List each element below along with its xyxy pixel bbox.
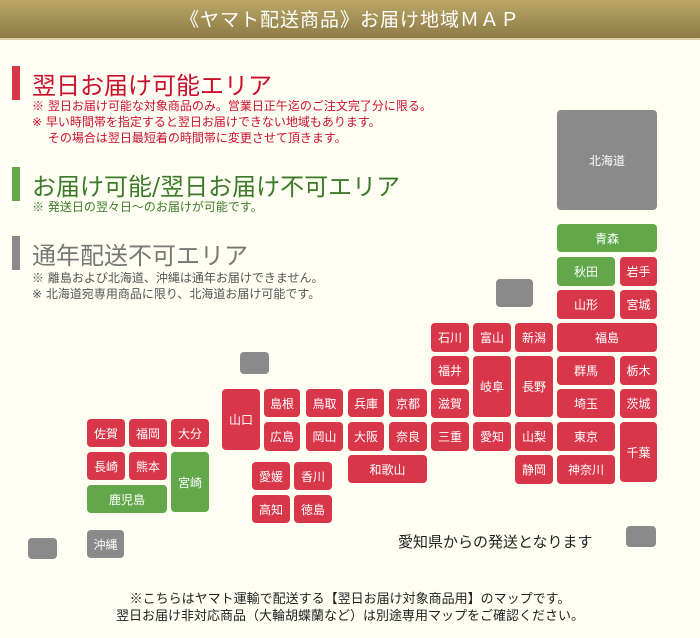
island-tile: [28, 538, 57, 559]
prefecture-tile: 茨城: [620, 389, 657, 418]
prefecture-tile: 香川: [294, 462, 332, 490]
prefecture-tile: 宮崎: [171, 452, 209, 512]
origin-note: 愛知県からの発送となります: [398, 533, 593, 551]
legend-notes: ※ 発送日の翌々日～のお届けが可能です。: [32, 200, 263, 214]
prefecture-tile: 神奈川: [557, 455, 615, 484]
prefecture-tile: 宮城: [620, 290, 657, 319]
prefecture-tile: 静岡: [515, 455, 553, 484]
island-tile: [496, 279, 533, 307]
prefecture-tile: 大分: [171, 419, 209, 447]
prefecture-tile: 千葉: [620, 422, 657, 482]
prefecture-tile: 沖縄: [87, 530, 124, 558]
prefecture-tile: 東京: [557, 422, 615, 451]
prefecture-tile: 石川: [431, 323, 469, 352]
island-tile: [626, 526, 656, 547]
legend-color-bar: [12, 236, 20, 270]
prefecture-tile: 島根: [264, 389, 300, 417]
prefecture-tile: 新潟: [515, 323, 553, 352]
legend-title: 翌日お届け可能エリア: [32, 72, 272, 100]
prefecture-tile: 北海道: [557, 110, 657, 210]
prefecture-tile: 熊本: [129, 452, 167, 480]
prefecture-tile: 徳島: [294, 495, 332, 523]
prefecture-tile: 埼玉: [557, 389, 615, 418]
prefecture-tile: 岩手: [620, 257, 657, 286]
prefecture-tile: 福井: [431, 356, 469, 385]
prefecture-tile: 滋賀: [431, 389, 469, 418]
prefecture-tile: 群馬: [557, 356, 615, 385]
prefecture-tile: 山梨: [515, 422, 553, 451]
prefecture-tile: 山形: [557, 290, 615, 319]
prefecture-tile: 高知: [252, 495, 290, 523]
prefecture-tile: 栃木: [620, 356, 657, 385]
footer-line: ※こちらはヤマト運輸で配送する【翌日お届け対象商品用】のマップです。: [129, 592, 571, 607]
prefecture-tile: 奈良: [389, 422, 427, 451]
island-tile: [240, 352, 269, 374]
prefecture-tile: 鹿児島: [87, 485, 167, 513]
legend-color-bar: [12, 66, 20, 100]
page-title: 《ヤマト配送商品》お届け地域ＭＡＰ: [0, 0, 700, 40]
legend-color-bar: [12, 167, 20, 201]
prefecture-tile: 佐賀: [87, 419, 125, 447]
prefecture-tile: 和歌山: [348, 455, 427, 483]
prefecture-tile: 長野: [515, 356, 553, 417]
prefecture-tile: 山口: [222, 389, 260, 450]
legend-notes: ※ 離島および北海道、沖縄は通年お届けできません。 ※ 北海道宛専用商品に限り、…: [32, 271, 324, 301]
prefecture-tile: 青森: [557, 224, 657, 252]
prefecture-tile: 大阪: [348, 422, 384, 451]
prefecture-tile: 愛知: [473, 422, 511, 451]
prefecture-tile: 岐阜: [473, 356, 511, 417]
prefecture-tile: 富山: [473, 323, 511, 352]
prefecture-tile: 広島: [264, 422, 300, 451]
prefecture-tile: 秋田: [557, 257, 615, 286]
prefecture-tile: 京都: [389, 389, 427, 417]
footer-line: 翌日お届け非対応商品（大輪胡蝶蘭など）は別途専用マップをご確認ください。: [115, 609, 584, 624]
prefecture-tile: 愛媛: [252, 462, 290, 490]
legend-title: 通年配送不可エリア: [32, 242, 248, 270]
legend-title: お届け可能/翌日お届け不可エリア: [32, 173, 401, 201]
prefecture-tile: 三重: [431, 422, 469, 451]
prefecture-tile: 兵庫: [348, 389, 384, 417]
legend-notes: ※ 翌日お届け可能な対象商品のみ。営業日正午迄のご注文完了分に限る。 ※ 早い時…: [32, 99, 432, 145]
prefecture-tile: 鳥取: [306, 389, 343, 417]
prefecture-tile: 長崎: [87, 452, 125, 480]
prefecture-tile: 福島: [557, 323, 657, 352]
prefecture-tile: 岡山: [306, 422, 343, 451]
prefecture-tile: 福岡: [129, 419, 167, 447]
